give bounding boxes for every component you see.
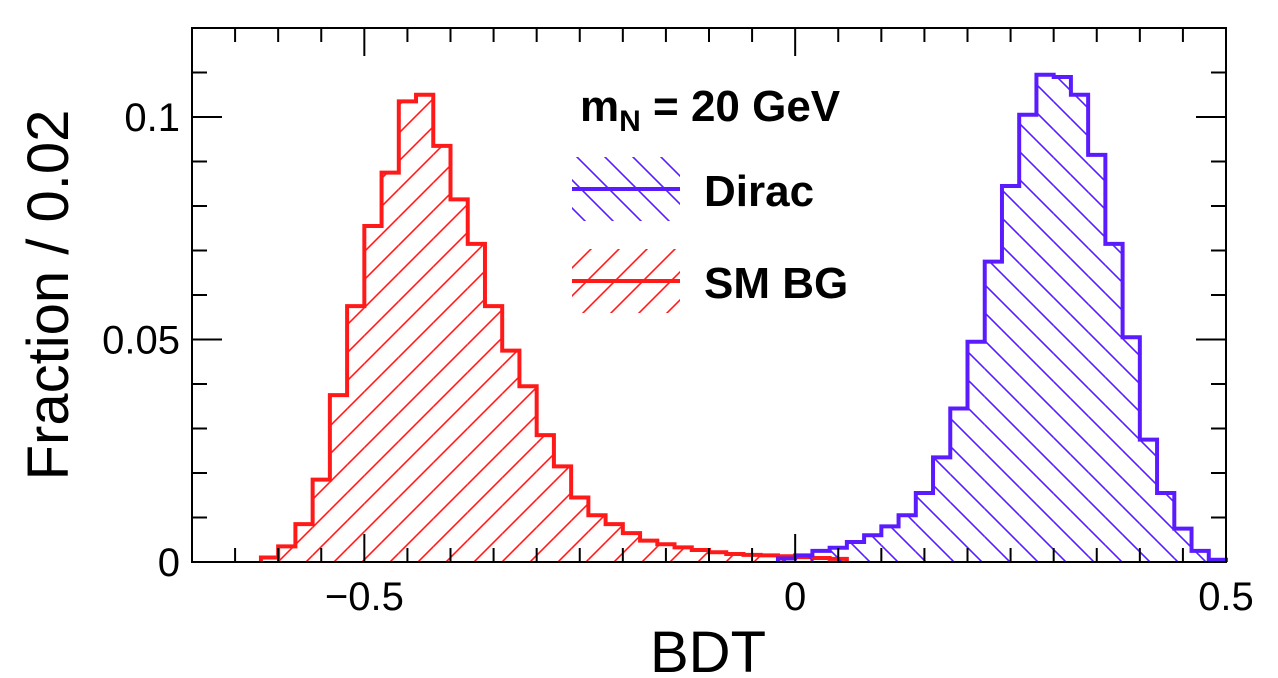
hist-bin-dirac	[1122, 337, 1140, 562]
hist-bin-sm-bg	[588, 515, 606, 562]
hist-bin-dirac	[1157, 493, 1175, 562]
legend: Dirac SM BG	[572, 157, 848, 313]
hist-bin-dirac	[1139, 439, 1158, 562]
hist-bin-sm-bg	[416, 94, 434, 562]
hist-bin-sm-bg	[760, 555, 778, 562]
hist-bin-sm-bg	[726, 553, 744, 562]
x-tick-label: −0.5	[325, 575, 404, 619]
y-tick-label: 0	[158, 541, 180, 585]
tick-layer: −0.5 0 0.5 0 0.05 0.1	[102, 27, 1254, 619]
hist-bin-dirac	[864, 535, 882, 562]
legend-label-dirac: Dirac	[704, 167, 814, 216]
hist-bin-dirac	[1105, 243, 1123, 562]
hist-bin-sm-bg	[640, 540, 658, 562]
hist-bin-dirac	[1053, 76, 1071, 562]
hist-bin-sm-bg	[398, 101, 417, 563]
hist-bin-dirac	[1019, 114, 1037, 563]
annotation-base: m	[580, 82, 619, 131]
hist-bin-dirac	[967, 341, 985, 562]
hist-bin-dirac	[1191, 550, 1209, 562]
hist-bin-sm-bg	[278, 546, 296, 562]
hist-bin-dirac	[1088, 154, 1106, 562]
series-layer	[258, 72, 1228, 563]
annotation-subscript: N	[619, 105, 641, 138]
hist-bin-sm-bg	[295, 524, 313, 562]
hist-bin-dirac	[881, 526, 899, 562]
hist-bin-dirac	[984, 261, 1002, 562]
hist-bin-dirac	[915, 493, 934, 562]
hist-bin-dirac	[1001, 185, 1020, 562]
hist-bin-sm-bg	[622, 533, 641, 562]
y-tick-label: 0.05	[102, 319, 180, 363]
hist-bin-sm-bg	[484, 306, 503, 562]
hist-bin-dirac	[812, 550, 830, 562]
hist-bin-sm-bg	[536, 435, 554, 562]
hist-bin-sm-bg	[502, 350, 520, 562]
hist-bin-sm-bg	[467, 243, 485, 562]
hist-bin-dirac	[950, 408, 968, 562]
hist-bin-dirac	[795, 555, 813, 562]
hist-bin-sm-bg	[691, 549, 709, 562]
hist-bin-sm-bg	[571, 497, 589, 562]
hist-bin-sm-bg	[433, 145, 451, 563]
legend-entry-sm-bg: SM BG	[572, 249, 848, 313]
legend-label-sm-bg: SM BG	[704, 259, 848, 308]
hist-bin-sm-bg	[709, 552, 727, 562]
mass-annotation: mN = 20 GeV	[580, 82, 841, 138]
hist-bin-dirac	[1174, 528, 1192, 562]
hist-bin-sm-bg	[347, 306, 365, 562]
hist-bin-sm-bg	[605, 524, 623, 562]
x-tick-label: 0	[784, 575, 806, 619]
annotation-rest: = 20 GeV	[641, 82, 841, 131]
x-axis-title: BDT	[650, 620, 766, 678]
hist-bin-sm-bg	[450, 199, 468, 562]
x-tick-label: 0.5	[1198, 575, 1254, 619]
hist-bin-dirac	[898, 515, 916, 562]
hist-bin-dirac	[1036, 74, 1054, 562]
hist-bin-sm-bg	[381, 172, 399, 562]
hist-bin-dirac	[933, 457, 951, 562]
hist-bin-sm-bg	[674, 547, 692, 562]
series-dirac	[775, 72, 1228, 563]
hist-bin-sm-bg	[260, 557, 279, 562]
hist-bin-sm-bg	[519, 386, 537, 562]
hist-bin-dirac	[846, 541, 865, 562]
hist-bin-sm-bg	[553, 466, 572, 562]
hist-bin-sm-bg	[364, 226, 382, 562]
hist-bin-sm-bg	[312, 479, 330, 562]
series-sm-bg	[258, 92, 849, 563]
hist-outline-dirac	[775, 72, 1228, 562]
hist-bin-sm-bg	[329, 395, 348, 562]
legend-entry-dirac: Dirac	[572, 157, 814, 221]
hist-bin-dirac	[1070, 94, 1089, 562]
y-axis-title: Fraction / 0.02	[16, 110, 81, 481]
y-tick-label: 0.1	[124, 96, 180, 140]
